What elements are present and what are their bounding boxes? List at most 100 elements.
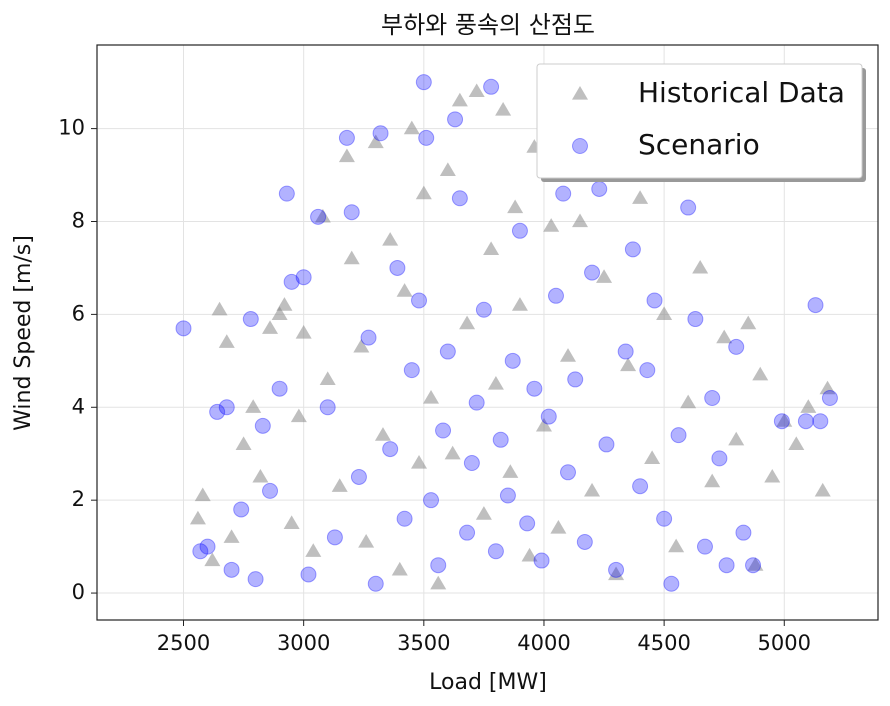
point	[435, 422, 452, 439]
point	[418, 129, 435, 146]
point	[696, 538, 713, 555]
point	[447, 111, 464, 128]
point	[511, 222, 528, 239]
point	[343, 250, 360, 265]
point	[194, 487, 211, 502]
point	[656, 306, 673, 320]
point	[247, 571, 264, 588]
point	[305, 543, 322, 557]
point	[218, 334, 235, 348]
point	[463, 455, 480, 472]
point	[209, 403, 226, 420]
point	[439, 343, 456, 360]
point	[314, 208, 331, 223]
point	[773, 413, 790, 430]
point	[245, 399, 262, 413]
point	[547, 287, 564, 304]
point	[814, 482, 831, 497]
point	[711, 450, 728, 467]
x-tick-label: 4500	[637, 631, 690, 655]
point	[572, 213, 589, 228]
point	[276, 297, 293, 311]
x-tick-label: 5000	[758, 631, 811, 655]
point	[403, 362, 420, 379]
point	[411, 292, 428, 309]
point	[487, 376, 504, 390]
point	[502, 464, 519, 478]
point	[459, 524, 476, 541]
point	[353, 338, 370, 353]
point	[644, 450, 661, 464]
point	[492, 431, 509, 448]
point	[507, 199, 524, 214]
point	[504, 352, 521, 369]
point	[800, 399, 817, 413]
point	[704, 473, 721, 488]
point	[439, 162, 456, 177]
point	[704, 389, 721, 406]
point	[540, 408, 557, 425]
point	[752, 366, 769, 381]
point	[819, 380, 836, 395]
point	[360, 329, 377, 346]
point	[680, 199, 697, 216]
point	[632, 190, 649, 204]
point	[319, 371, 336, 386]
point	[483, 78, 500, 95]
point	[728, 431, 745, 446]
point	[776, 413, 793, 427]
point	[199, 538, 216, 555]
point	[716, 329, 733, 344]
point	[254, 417, 271, 434]
point	[338, 129, 355, 146]
point	[331, 478, 348, 492]
point	[591, 180, 608, 197]
point	[374, 427, 391, 441]
point	[735, 524, 752, 541]
point	[451, 190, 468, 207]
point	[423, 389, 440, 404]
point	[262, 320, 279, 334]
point	[745, 557, 762, 574]
point	[319, 399, 336, 416]
point	[430, 557, 447, 574]
point	[415, 185, 432, 200]
point	[372, 125, 389, 142]
point	[576, 533, 593, 550]
point	[764, 468, 781, 483]
point	[807, 297, 824, 314]
x-tick-label: 2500	[157, 631, 210, 655]
point	[487, 543, 504, 560]
point	[350, 468, 367, 485]
point	[358, 533, 375, 548]
point	[223, 529, 240, 543]
point	[403, 120, 420, 135]
y-tick-label: 6	[72, 301, 85, 325]
point	[550, 520, 567, 534]
point	[242, 311, 259, 328]
point	[338, 148, 355, 163]
point	[271, 306, 288, 320]
point	[656, 510, 673, 527]
point	[483, 241, 500, 255]
point	[812, 413, 829, 430]
point	[451, 92, 468, 107]
point	[519, 515, 536, 532]
point	[204, 552, 221, 567]
point	[680, 394, 697, 409]
point	[444, 445, 461, 460]
point	[223, 561, 240, 578]
point	[295, 324, 312, 339]
chart-title: 부하와 풍속의 산점도	[381, 11, 595, 39]
legend-box	[536, 63, 863, 179]
point	[290, 408, 307, 423]
point	[521, 547, 538, 562]
point	[367, 134, 384, 149]
point	[495, 102, 512, 116]
point	[624, 241, 641, 258]
point	[620, 357, 637, 372]
point	[499, 487, 516, 504]
point	[278, 185, 295, 202]
point	[535, 417, 552, 432]
